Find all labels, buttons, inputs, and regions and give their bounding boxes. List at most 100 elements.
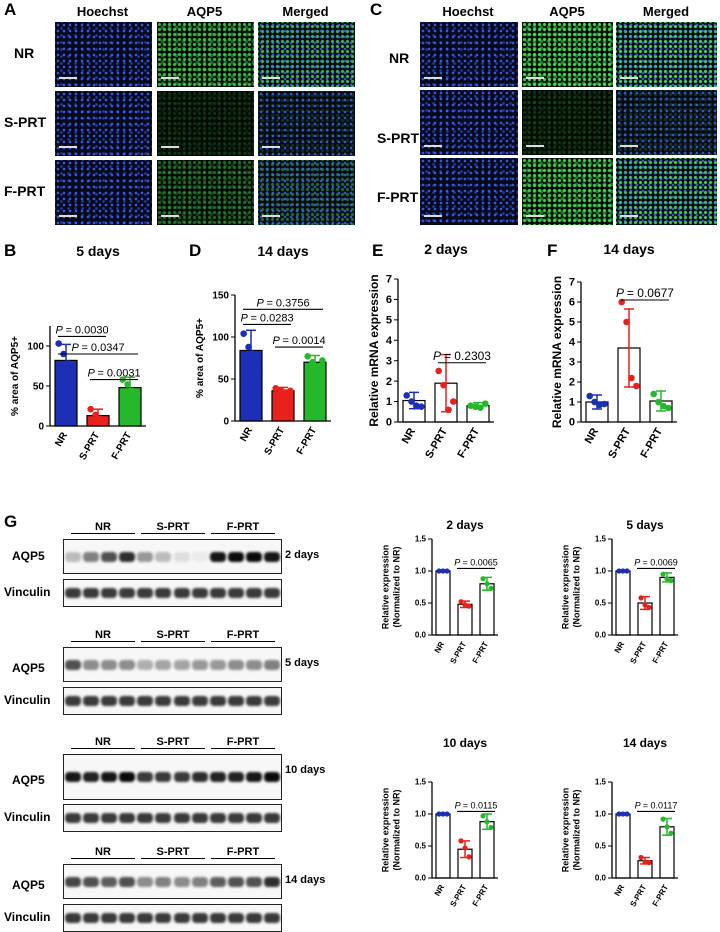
- data-point: [314, 364, 321, 372]
- y-axis-label: Relative expression: [381, 788, 391, 873]
- blot-band: [227, 913, 244, 923]
- blot-band: [65, 876, 82, 887]
- row-label-nr: NR: [14, 45, 35, 61]
- data-point: [462, 845, 468, 851]
- y-tick-label: 0.5: [415, 842, 427, 851]
- data-point: [466, 603, 472, 609]
- x-tick-label: F-PRT: [471, 640, 491, 665]
- chart-title: 10 days: [443, 736, 487, 750]
- lane-group-nr: NR: [71, 736, 135, 749]
- data-point: [596, 401, 603, 409]
- x-tick-label: S-PRT: [423, 426, 450, 461]
- x-tick-label: NR: [53, 430, 70, 449]
- blot-band: [227, 813, 244, 823]
- column-header-aqp5: AQP5: [549, 4, 585, 19]
- blot-band: [227, 696, 244, 706]
- data-point: [70, 366, 77, 374]
- data-point: [660, 816, 666, 822]
- x-tick-label: F-PRT: [651, 640, 671, 665]
- blot-band: [209, 813, 226, 823]
- x-tick-label: F-PRT: [651, 883, 671, 908]
- chart-title: 5 days: [76, 243, 120, 259]
- p-value-label: P = 0.0283: [240, 312, 293, 324]
- blot-row-label-vinculin: Vinculin: [4, 585, 51, 599]
- blot-band: [83, 913, 100, 923]
- scale-bar: [620, 215, 638, 217]
- data-point: [436, 568, 442, 574]
- data-point: [240, 330, 247, 337]
- blot-band: [209, 551, 226, 562]
- chart-g-10-days: 10 days 0.0 0.5 1.0 1.5 Relative expression (N…: [381, 736, 498, 908]
- data-point: [628, 374, 635, 382]
- blot-band: [263, 772, 280, 782]
- blot-strip-vinculin: [63, 904, 282, 932]
- blot-band: [119, 813, 136, 823]
- y-tick-label: 1: [386, 396, 392, 408]
- blot-row-label-vinculin: Vinculin: [4, 910, 51, 924]
- y-tick-label: 1.5: [415, 535, 427, 544]
- x-tick-label: S-PRT: [606, 426, 633, 461]
- blot-band: [155, 772, 172, 782]
- y-axis-label: Relative mRNA expression: [368, 274, 381, 426]
- lane-group-s-prt: S-PRT: [141, 846, 205, 859]
- data-point: [484, 819, 490, 825]
- x-tick-label: F-PRT: [639, 426, 666, 460]
- data-point: [664, 576, 670, 582]
- chart-b: B 5 days 0 50 100 % area of AQP5+ NR S-PRT F-PRT…: [4, 241, 146, 462]
- data-point: [638, 854, 644, 861]
- data-point: [444, 568, 450, 574]
- hoechst-image: [420, 90, 518, 155]
- chart-g-5-days: 5 days 0.0 0.5 1.0 1.5 Relative expression (No…: [561, 518, 678, 665]
- lane-group-f-prt: F-PRT: [211, 629, 275, 642]
- chart-f: F 14 days 0 1 2 3 4 5 6 7 Relative mRNA expression…: [547, 241, 677, 461]
- p-value-label: P = 0.3756: [256, 297, 309, 309]
- data-point: [287, 387, 294, 395]
- blot-band: [263, 813, 280, 823]
- blot-day-label: 10 days: [285, 764, 326, 776]
- blot-band: [209, 696, 226, 706]
- x-tick-label: S-PRT: [628, 883, 648, 908]
- blot-band: [173, 813, 190, 823]
- y-tick-label: 0.0: [415, 874, 427, 883]
- scale-bar: [59, 215, 77, 217]
- p-value-label: P = 0.2303: [433, 349, 491, 363]
- data-point: [477, 404, 484, 411]
- merged-image: [258, 160, 355, 225]
- y-tick-label: 50: [33, 381, 45, 392]
- blot-band: [137, 588, 154, 598]
- data-point: [304, 353, 311, 360]
- blot-band: [83, 551, 100, 562]
- panel-label-e: E: [372, 241, 383, 260]
- scale-bar: [262, 146, 280, 148]
- blot-band: [245, 813, 262, 823]
- y-tick-label: 0: [569, 417, 575, 429]
- blot-band: [101, 588, 118, 598]
- data-point: [488, 585, 494, 591]
- y-tick-label: 3: [386, 355, 392, 367]
- data-point: [623, 318, 630, 326]
- y-axis-label: (Normalized to NR): [572, 789, 582, 870]
- y-tick-label: 4: [386, 335, 393, 347]
- y-tick-label: 0.5: [415, 599, 427, 608]
- chart-title: 14 days: [603, 241, 655, 257]
- blot-band: [101, 772, 118, 782]
- data-point: [319, 357, 326, 364]
- aqp5-image: [522, 22, 613, 87]
- chart-d: D 14 days 0 50 100 150 % area of AQP5+ NR S-PRT F…: [189, 241, 331, 457]
- blot-band: [173, 659, 190, 670]
- data-point: [642, 602, 648, 608]
- data-point: [591, 398, 598, 406]
- x-tick-label: NR: [238, 425, 255, 444]
- y-tick-label: 1.5: [415, 778, 427, 787]
- y-tick-label: 6: [569, 297, 575, 309]
- scale-bar: [161, 77, 179, 79]
- scale-bar: [424, 145, 442, 147]
- y-tick-label: 100: [212, 332, 229, 343]
- blot-row-label-aqp5: AQP5: [12, 773, 45, 787]
- bar-f-prt: [479, 821, 495, 879]
- data-point: [124, 381, 131, 388]
- blot-row-label-aqp5: AQP5: [12, 660, 45, 675]
- hoechst-image: [55, 22, 152, 87]
- data-point: [458, 599, 464, 605]
- y-axis-label: % area of AQP5+: [10, 336, 21, 416]
